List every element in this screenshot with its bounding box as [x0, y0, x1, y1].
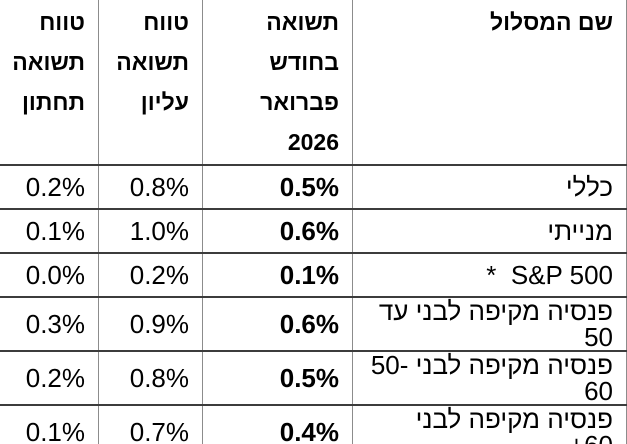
upper-range-cell: 0.9%: [98, 296, 203, 352]
header-row: שם המסלול תשואה בחודש פברואר 2026 טווח ת…: [0, 0, 627, 166]
upper-range-cell: 0.8%: [98, 164, 203, 210]
upper-range-cell: 1.0%: [98, 208, 203, 254]
table-row: S&P 500 * 0.1% 0.2% 0.0%: [0, 252, 627, 298]
table-row: כללי 0.5% 0.8% 0.2%: [0, 164, 627, 210]
lower-range-cell: 0.2%: [0, 350, 99, 406]
header-track-name: שם המסלול: [352, 0, 627, 166]
upper-range-cell: 0.8%: [98, 350, 203, 406]
lower-range-cell: 0.2%: [0, 164, 99, 210]
upper-range-cell: 0.2%: [98, 252, 203, 298]
feb-return-cell: 0.5%: [202, 164, 353, 210]
lower-range-cell: 0.3%: [0, 296, 99, 352]
lower-range-cell: 0.1%: [0, 404, 99, 444]
feb-return-cell: 0.5%: [202, 350, 353, 406]
feb-return-cell: 0.6%: [202, 208, 353, 254]
track-name-cell: S&P 500 *: [352, 252, 627, 298]
table-row: פנסיה מקיפה לבני 60+ 0.4% 0.7% 0.1%: [0, 404, 627, 444]
track-name-cell: מנייתי: [352, 208, 627, 254]
header-upper-range: טווח תשואה עליון: [98, 0, 203, 166]
header-lower-range: טווח תשואה תחתון: [0, 0, 99, 166]
track-name-cell: פנסיה מקיפה לבני 60+: [352, 404, 627, 444]
upper-range-cell: 0.7%: [98, 404, 203, 444]
table-row: פנסיה מקיפה לבני 50-60 0.5% 0.8% 0.2%: [0, 350, 627, 406]
feb-return-cell: 0.1%: [202, 252, 353, 298]
feb-return-cell: 0.6%: [202, 296, 353, 352]
feb-return-cell: 0.4%: [202, 404, 353, 444]
table-row: פנסיה מקיפה לבני עד 50 0.6% 0.9% 0.3%: [0, 296, 627, 352]
header-feb-return: תשואה בחודש פברואר 2026: [202, 0, 353, 166]
table-row: מנייתי 0.6% 1.0% 0.1%: [0, 208, 627, 254]
lower-range-cell: 0.1%: [0, 208, 99, 254]
track-name-cell: כללי: [352, 164, 627, 210]
lower-range-cell: 0.0%: [0, 252, 99, 298]
track-name-cell: פנסיה מקיפה לבני עד 50: [352, 296, 627, 352]
track-name-cell: פנסיה מקיפה לבני 50-60: [352, 350, 627, 406]
